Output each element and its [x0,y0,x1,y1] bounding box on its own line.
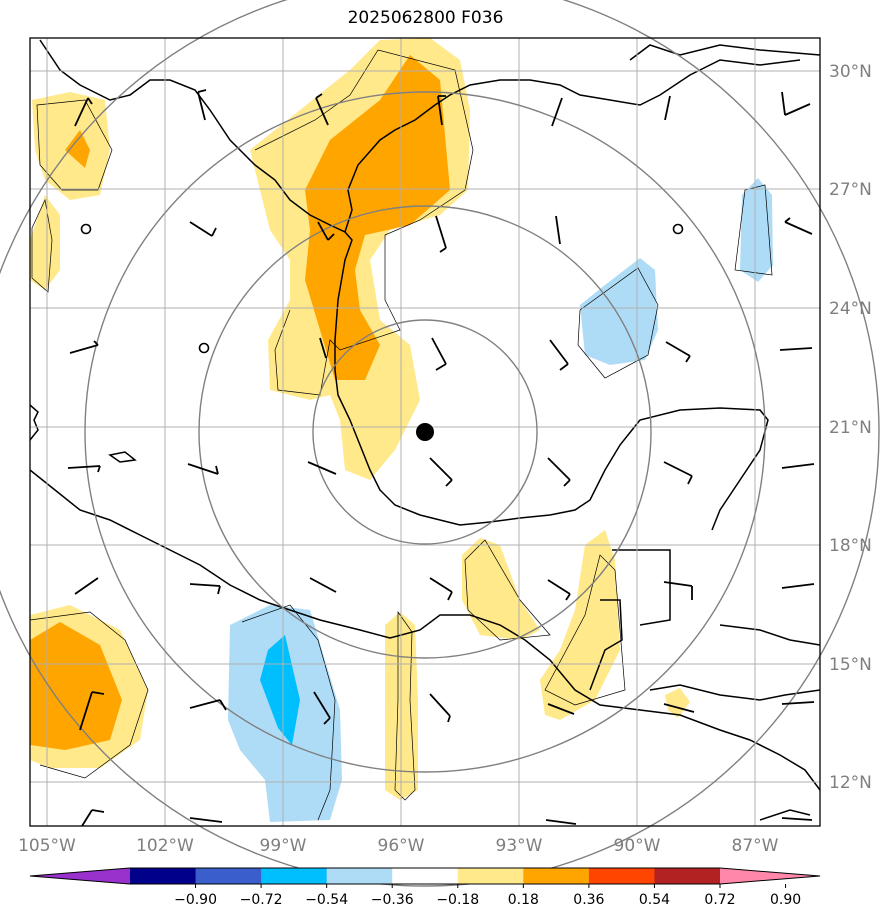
lon-label: 96°W [378,836,425,856]
range-rings [0,0,880,887]
colorbar-segment [523,868,590,884]
wind-barbs [67,89,815,827]
negative-region-gulf-light [580,258,658,365]
contour-outlines [29,49,773,821]
colorbar-tick-label: 0.18 [508,892,539,908]
range-ring-2 [198,205,652,659]
lon-label: 102°W [136,836,194,856]
lat-label: 24°N [829,299,872,319]
colorbar-segment [130,868,197,884]
colorbar-tick-label: −0.18 [436,892,479,908]
colorbar-segment [195,868,262,884]
colorbar-tick-label: 0.54 [639,892,670,908]
lon-label: 87°W [732,836,779,856]
map-frame [29,37,821,827]
lat-label: 27°N [829,180,872,200]
lat-label: 21°N [829,418,872,438]
lon-label: 99°W [260,836,307,856]
range-ring-1 [312,319,538,545]
coastlines [29,39,821,821]
colorbar-arrow-low [30,868,130,884]
lon-label: 90°W [614,836,661,856]
lon-label: 93°W [496,836,543,856]
lon-labels: 105°W 102°W 99°W 96°W 93°W 90°W 87°W [18,836,779,856]
colorbar-arrow-high [720,868,820,884]
shaded-fields [30,38,773,822]
colorbar-outline [29,867,821,885]
positive-region-small-89w [665,688,690,718]
colorbar-segment [588,868,655,884]
lat-label: 18°N [829,536,872,556]
colorbar-tick-label: −0.36 [371,892,414,908]
positive-region-west-light [30,195,60,290]
colorbar-segment [261,868,328,884]
negative-region-south-mid [260,635,300,745]
range-ring-4 [0,0,880,887]
positive-region-sw-mid [30,622,122,750]
colorbar-tick-label: 0.36 [573,892,604,908]
negative-region-east-light [740,178,773,282]
colorbar-tick-label: −0.90 [174,892,217,908]
storm-center-marker [416,423,434,441]
positive-region-texas-mid [305,55,450,380]
graticule [30,38,820,826]
colorbar-segment [457,868,524,884]
colorbar-segment [392,868,459,884]
colorbar-tick-label: −0.54 [305,892,348,908]
positive-region-strip-94w [462,538,540,640]
colorbar: −0.90 −0.72 −0.54 −0.36 −0.18 0.18 0.36 0.54 0.7… [29,867,821,908]
map-title: 2025062800 F036 [347,8,504,28]
colorbar-segment [654,868,721,884]
colorbar-segment [326,868,393,884]
colorbar-tick-label: −0.72 [240,892,283,908]
calm-circles [80,223,684,354]
range-ring-3 [84,91,766,773]
positive-region-nw-mid [65,130,90,168]
lat-label: 15°N [829,655,872,675]
lat-label: 12°N [829,773,872,793]
lon-label: 105°W [18,836,76,856]
colorbar-tick-label: 0.90 [770,892,801,908]
lat-labels: 30°N 27°N 24°N 21°N 18°N 15°N 12°N [829,62,872,793]
lat-label: 30°N [829,62,872,82]
colorbar-tick-label: 0.72 [704,892,735,908]
